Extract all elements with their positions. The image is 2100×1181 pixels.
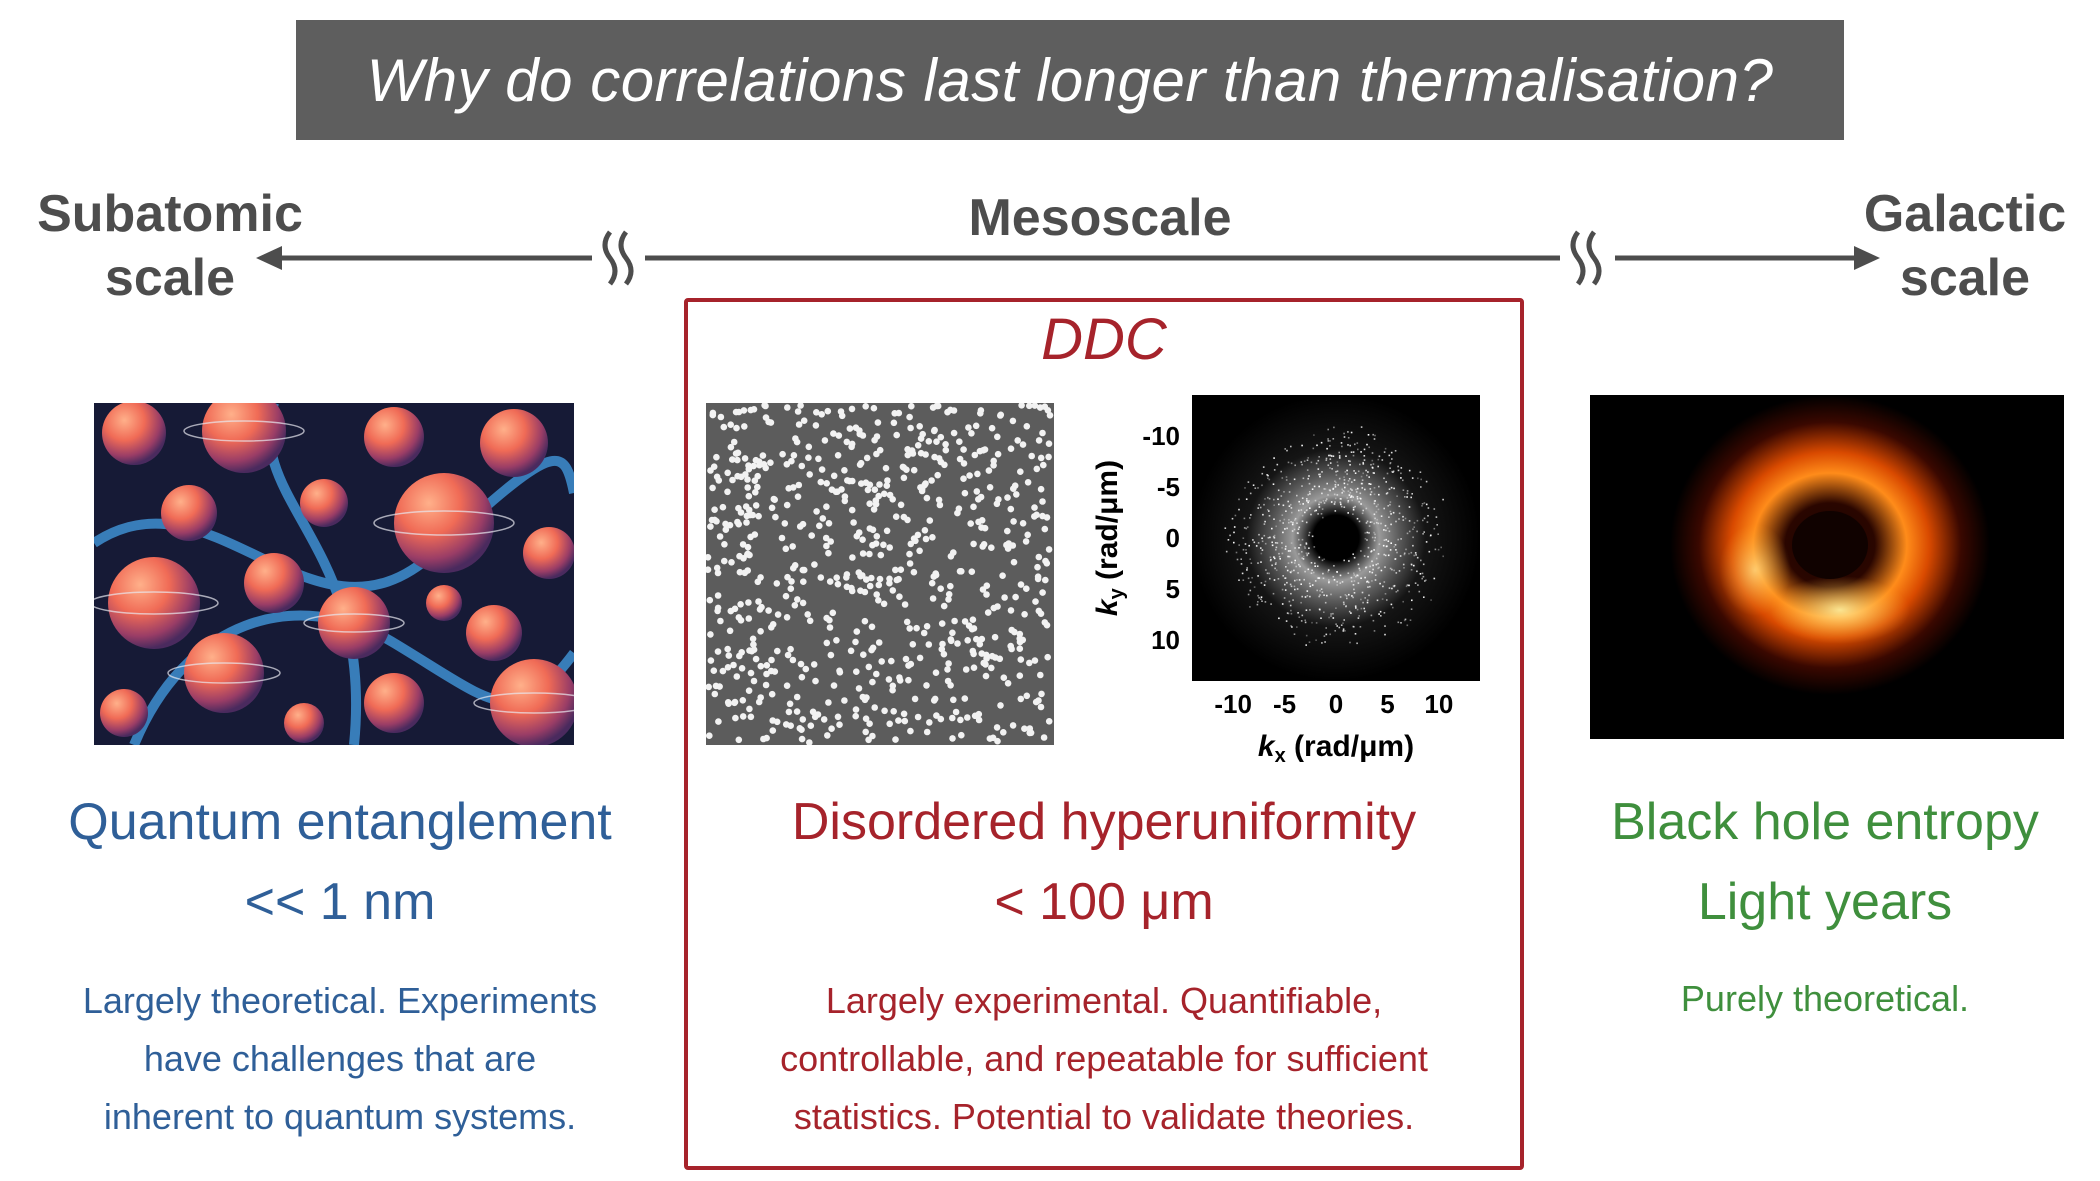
x-tick-label: -5 — [1273, 689, 1296, 719]
mesoscale-label: Mesoscale — [968, 189, 1232, 247]
quantum-entanglement-heading: Quantum entanglement — [68, 793, 612, 851]
x-tick-label: 0 — [1329, 689, 1343, 719]
x-tick-label: 5 — [1380, 689, 1394, 719]
arrowhead-left-icon — [256, 246, 282, 270]
ddc-box — [684, 298, 1524, 1170]
quantum-description-line2: have challenges that are — [143, 1038, 537, 1079]
galactic-label-line2: scale — [1899, 249, 2031, 307]
subatomic-label-line2: scale — [104, 249, 236, 307]
y-tick-label: -10 — [1142, 421, 1180, 451]
x-tick-label: -10 — [1214, 689, 1252, 719]
quantum-entanglement-image — [94, 403, 574, 745]
black-hole-heading: Black hole entropy — [1611, 793, 2039, 851]
fft-plot: -10 -5 0 5 10 -10 -5 0 5 10 kx (rad/μm) ky (rad/μ… — [1091, 395, 1480, 767]
quantum-description-line3: inherent to quantum systems. — [103, 1096, 577, 1137]
y-tick-label: -5 — [1157, 472, 1180, 502]
hyperuniformity-description: Largely experimental. Quantifiable, cont… — [684, 972, 1524, 1146]
black-hole-description-line1: Purely theoretical. — [1680, 978, 1970, 1019]
subatomic-scale-label: Subatomic scale — [20, 182, 320, 310]
quantum-scale-value: << 1 nm — [244, 873, 436, 931]
page-title: Why do correlations last longer than the… — [366, 46, 1774, 114]
axis-break-right-2 — [1586, 230, 1602, 286]
hyperuniformity-scale-value: < 100 μm — [994, 873, 1214, 931]
x-axis-title: kx (rad/μm) — [1258, 730, 1414, 767]
galactic-scale-label: Galactic scale — [1830, 182, 2100, 310]
axis-break-left-2 — [618, 230, 634, 286]
y-axis-title: ky (rad/μm) — [1091, 460, 1128, 616]
black-hole-description: Purely theoretical. — [1560, 970, 2090, 1028]
y-tick-label: 10 — [1151, 625, 1180, 655]
galactic-label-line1: Galactic — [1863, 185, 2067, 243]
hyperuniformity-heading: Disordered hyperuniformity — [791, 793, 1417, 851]
hyperuniformity-description-line2: controllable, and repeatable for suffici… — [780, 1038, 1428, 1079]
ddc-title: DDC — [1041, 307, 1167, 372]
y-tick-label: 5 — [1166, 574, 1180, 604]
black-hole-scale-value: Light years — [1697, 873, 1953, 931]
axis-break-right-1 — [1570, 230, 1586, 286]
black-hole-image — [1590, 395, 2064, 739]
particle-micrograph-image — [706, 403, 1054, 745]
quantum-description: Largely theoretical. Experiments have ch… — [10, 972, 670, 1146]
subatomic-label-line1: Subatomic — [37, 185, 303, 243]
hyperuniformity-description-line1: Largely experimental. Quantifiable, — [825, 980, 1383, 1021]
scale-axis-arrow — [256, 230, 1880, 286]
y-tick-label: 0 — [1166, 523, 1180, 553]
x-tick-label: 10 — [1424, 689, 1453, 719]
title-bar: Why do correlations last longer than the… — [296, 20, 1844, 140]
axis-break-left-1 — [602, 230, 618, 286]
hyperuniformity-description-line3: statistics. Potential to validate theori… — [793, 1096, 1415, 1137]
quantum-description-line1: Largely theoretical. Experiments — [82, 980, 598, 1021]
arrowhead-right-icon — [1854, 246, 1880, 270]
